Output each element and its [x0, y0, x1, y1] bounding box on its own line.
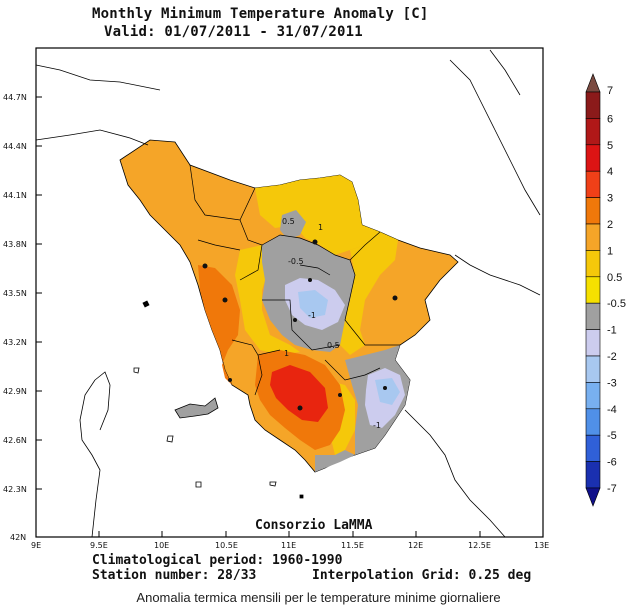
legend-label: -0.5 [607, 298, 626, 310]
lat-tick-label: 42.6N [3, 436, 27, 445]
lon-tick-label: 10.5E [215, 541, 238, 550]
lat-tick-label: 44.1N [3, 191, 27, 200]
color-legend: 7 6 5 4 3 2 1 0.5 -0.5 -1 -2 -3 -4 -5 -6 -7 [585, 73, 626, 507]
legend-swatch [585, 302, 601, 330]
province-borders [189, 164, 400, 396]
region-lightblue-central [298, 290, 328, 318]
lon-tick-label: 11.5E [341, 541, 364, 550]
island-small-2 [166, 435, 174, 443]
region-grey-north [280, 210, 306, 240]
lat-tick-label: 42N [10, 533, 26, 542]
legend-swatch [585, 355, 601, 383]
region-yellow-north [255, 175, 380, 255]
legend-swatch [585, 382, 601, 410]
island-small-3 [195, 481, 202, 488]
lon-tick-label: 11E [281, 541, 296, 550]
legend-swatch [585, 250, 601, 278]
legend-swatch [585, 170, 601, 198]
lat-tick-label: 44.4N [3, 142, 27, 151]
elba-island [174, 397, 219, 419]
island-small-4 [269, 481, 277, 487]
island-small-1 [142, 300, 150, 308]
lat-tick-label: 42.9N [3, 387, 27, 396]
station-number: Station number: 28/33 [92, 568, 257, 583]
legend-label: -1 [607, 325, 617, 337]
lon-tick-label: 10E [154, 541, 169, 550]
contour-label: -0.5 [288, 257, 304, 266]
lat-tick-label: 43.2N [3, 338, 27, 347]
legend-swatch [585, 118, 601, 146]
lon-tick-label: 12.5E [468, 541, 491, 550]
lat-tick-label: 42.3N [3, 485, 27, 494]
island-small-5 [299, 494, 304, 499]
region-lightblue-southeast [375, 378, 400, 405]
map-title: Monthly Minimum Temperature Anomaly [C] [92, 6, 429, 22]
lat-tick-label: 43.8N [3, 240, 27, 249]
lat-tick-label: 43.5N [3, 289, 27, 298]
legend-swatch [585, 329, 601, 357]
contour-label: -1 [308, 311, 316, 320]
lon-tick-label: 12E [408, 541, 423, 550]
legend-arrow-top [585, 73, 601, 93]
region-yellow-west [235, 245, 300, 355]
credit-label: Consorzio LaMMA [255, 518, 373, 533]
legend-label: 5 [607, 140, 613, 152]
legend-label: 2 [607, 219, 613, 231]
contour-label: 0.5 [282, 217, 295, 226]
station-markers [202, 239, 398, 411]
legend-label: 0.5 [607, 272, 622, 284]
map-validity: Valid: 01/07/2011 - 31/07/2011 [104, 24, 363, 40]
legend-swatch [585, 408, 601, 436]
lat-tick-label: 44.7N [3, 93, 27, 102]
climatology-period: Climatological period: 1960-1990 [92, 553, 343, 568]
region-grey-south [315, 450, 355, 472]
legend-swatch [585, 144, 601, 172]
figure-caption: Anomalia termica mensili per le temperat… [136, 590, 501, 605]
lat-axis: 44.7N 44.4N 44.1N 43.8N 43.5N 43.2N 42.9… [3, 93, 42, 542]
legend-label: -7 [607, 483, 617, 495]
legend-swatch [585, 461, 601, 489]
legend-label: 7 [607, 85, 613, 97]
interpolation-grid: Interpolation Grid: 0.25 deg [312, 568, 532, 583]
legend-label: 1 [607, 245, 613, 257]
legend-swatch [585, 197, 601, 225]
legend-label: 6 [607, 113, 613, 125]
coastlines [35, 49, 541, 538]
lon-tick-label: 9.5E [90, 541, 108, 550]
islands [133, 300, 304, 499]
region-yellow-east [340, 232, 398, 355]
legend-swatch [585, 91, 601, 119]
legend-label: 4 [607, 166, 613, 178]
contour-label: 1 [284, 349, 289, 358]
legend-swatch [585, 223, 601, 251]
legend-label: -2 [607, 351, 617, 363]
legend-label: 3 [607, 193, 613, 205]
anomaly-field [119, 139, 459, 473]
legend-arrow-bottom [585, 487, 601, 507]
legend-label: -4 [607, 404, 617, 416]
lon-axis: 9E 9.5E 10E 10.5E 11E 11.5E 12E 12.5E 13… [31, 531, 549, 550]
lon-tick-label: 13E [534, 541, 549, 550]
legend-label: -6 [607, 457, 617, 469]
region-dark-orange-coast [198, 265, 240, 385]
contour-label: -1 [373, 421, 381, 430]
island-small-6 [133, 367, 140, 374]
contour-label: 0.5 [327, 341, 340, 350]
legend-swatch [585, 434, 601, 462]
legend-swatch [585, 276, 601, 304]
lon-tick-label: 9E [31, 541, 41, 550]
legend-label: -5 [607, 430, 617, 442]
contour-labels: 1 0.5 -0.5 -1 0.5 1 -1 [282, 217, 381, 430]
contour-label: 1 [318, 223, 323, 232]
legend-label: -3 [607, 377, 617, 389]
region-red-core [270, 365, 328, 422]
